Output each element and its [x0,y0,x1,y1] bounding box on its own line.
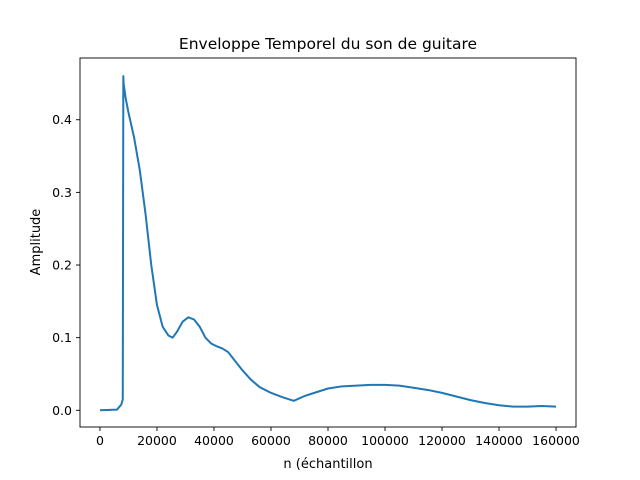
y-tick-label: 0.0 [52,403,72,418]
x-tick-label: 160000 [532,433,580,448]
y-tick-label: 0.1 [52,330,72,345]
x-tick-label: 0 [96,433,104,448]
chart-title: Enveloppe Temporel du son de guitare [179,35,477,53]
x-tick-label: 60000 [251,433,291,448]
y-axis-label: Amplitude [29,209,44,276]
x-tick-label: 40000 [194,433,234,448]
y-tick-label: 0.2 [52,258,72,273]
x-tick-label: 120000 [418,433,466,448]
x-tick-label: 100000 [361,433,409,448]
x-axis-label: n (échantillon [283,457,372,472]
x-tick-label: 80000 [308,433,348,448]
y-tick-label: 0.4 [52,112,72,127]
x-tick-label: 20000 [137,433,177,448]
x-tick-label: 140000 [475,433,523,448]
series-line-0 [99,75,557,412]
plot-area: 0 20000 40000 60000 80000 100000 120000 140000 1… [52,57,580,448]
y-tick-label: 0.3 [52,185,72,200]
